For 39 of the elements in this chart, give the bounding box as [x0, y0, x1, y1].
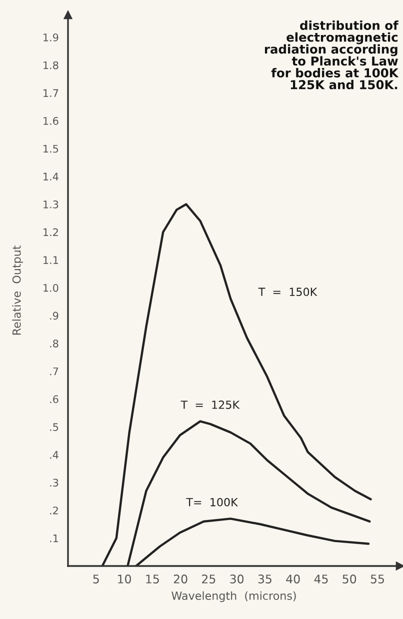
- x-tick-label: 25: [202, 574, 216, 584]
- y-tick-label: .6: [50, 395, 58, 404]
- y-tick-label: 1.3: [44, 200, 58, 208]
- text: distribution of electromagnetic radiation according to Planck's Law for bodies at 100K 125K and 150K.: [264, 20, 399, 90]
- x-tick-label: 15: [146, 574, 159, 584]
- y-tick-label: .4: [50, 451, 58, 459]
- y-tick-label: 1.8: [44, 61, 58, 70]
- line-series: [126, 420, 371, 566]
- y-tick-label: 1.2: [44, 228, 58, 236]
- y-tick-label: .9: [50, 312, 58, 320]
- series-label: T= 100K: [186, 498, 238, 506]
- y-tick-label: 1.1: [44, 256, 58, 264]
- line-series: [101, 203, 372, 566]
- y-tick-label: 1.0: [44, 284, 58, 292]
- y-tick-label: .8: [50, 340, 58, 348]
- x-tick-label: 5: [93, 574, 99, 584]
- x-tick-label: 30: [230, 574, 244, 584]
- y-tick-label: .3: [50, 478, 58, 487]
- y-axis-title: Relative Output: [12, 246, 23, 335]
- y-tick-label: 1.5: [44, 144, 58, 153]
- x-tick-label: 35: [258, 574, 272, 584]
- y-tick-label: 1.9: [44, 33, 58, 42]
- y-tick-label: .5: [50, 423, 58, 431]
- x-tick-label: 20: [174, 574, 188, 584]
- x-tick-label: 45: [314, 574, 328, 584]
- y-tick-label: .7: [50, 368, 58, 376]
- x-tick-label: 10: [118, 574, 131, 584]
- y-tick-label: 1.4: [44, 172, 58, 180]
- y-tick-label: .1: [50, 534, 58, 542]
- y-tick-label: .2: [50, 506, 58, 514]
- x-axis-title: Wavelength (microns): [172, 591, 296, 602]
- text: T = 150K: [258, 288, 318, 296]
- x-tick-label: 50: [342, 574, 356, 584]
- y-tick-label: 1.7: [44, 89, 58, 97]
- x-tick-label: 55: [370, 574, 384, 584]
- line-series: [134, 518, 370, 566]
- series-label: T = 125K: [180, 400, 240, 409]
- x-tick-label: 40: [286, 574, 300, 584]
- y-tick-label: 1.6: [44, 116, 58, 125]
